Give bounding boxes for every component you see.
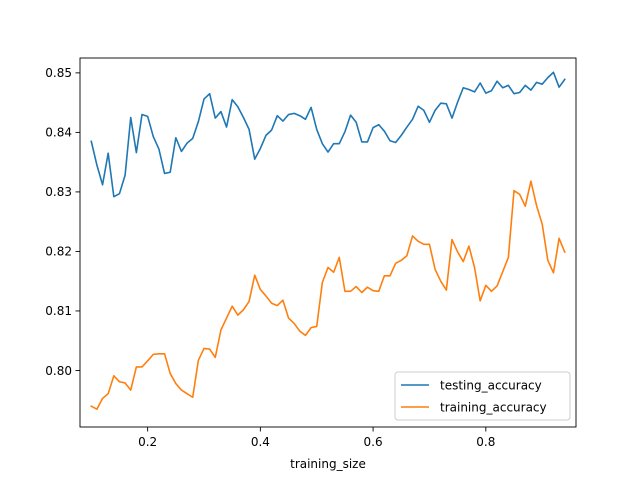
- x-axis-title: training_size: [290, 457, 366, 471]
- y-tick-label: 0.84: [45, 126, 72, 140]
- y-tick-label: 0.82: [45, 245, 72, 259]
- y-tick-label: 0.80: [45, 364, 72, 378]
- series-line-training-accuracy: [90, 180, 566, 410]
- x-tick-label: 0.8: [476, 435, 495, 449]
- axes-frame: [79, 57, 577, 428]
- legend-box: [394, 371, 571, 421]
- x-tick-label: 0.6: [364, 435, 383, 449]
- x-tick-label: 0.2: [138, 435, 157, 449]
- legend-label-testing-accuracy: testing_accuracy: [440, 378, 542, 392]
- y-axis: 0.80 0.81 0.82 0.83 0.84 0.85: [45, 66, 80, 378]
- legend: testing_accuracy training_accuracy: [394, 371, 571, 421]
- x-axis: 0.2 0.4 0.6 0.8: [138, 427, 495, 449]
- y-tick-label: 0.83: [45, 185, 72, 199]
- series-line-testing-accuracy: [90, 71, 566, 198]
- y-tick-label: 0.85: [45, 66, 72, 80]
- legend-label-training-accuracy: training_accuracy: [440, 400, 547, 414]
- y-tick-label: 0.81: [45, 304, 72, 318]
- x-tick-label: 0.4: [251, 435, 270, 449]
- plot-area: [79, 57, 577, 428]
